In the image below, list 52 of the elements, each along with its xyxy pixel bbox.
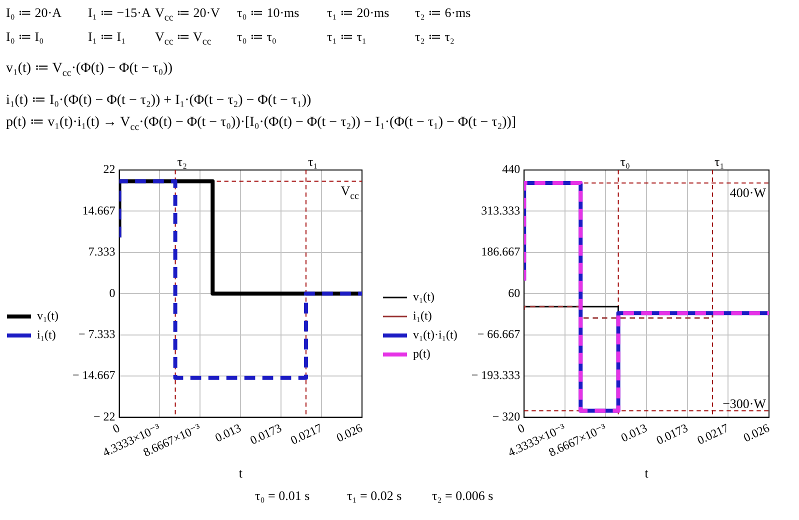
y-tick-label: 14.667	[82, 203, 116, 218]
text: V$_{cc}$ ≔ V$_{cc}$	[155, 29, 212, 48]
text: τ₁ = 0.02 s	[347, 488, 402, 504]
text: i₁(t) ≔ I₀·(Φ(t) − Φ(t − τ₂)) + I₁·(Φ(t − τ₂) − Φ(t − τ₁))	[6, 93, 312, 109]
y-tick-label: 440	[502, 162, 520, 176]
text: I₀ ≔ I₀	[6, 29, 44, 45]
x-tick-label: 0.026	[334, 420, 365, 445]
text: τ₀ ≔ 10·ms	[237, 5, 300, 21]
ref-line-label: τ₀	[620, 154, 630, 169]
text: τ₀ ≔ τ₀	[237, 29, 276, 45]
legend-label: i₁(t)	[413, 308, 432, 323]
text: I₁ ≔ I₁	[88, 29, 126, 45]
y-tick-label: − 66.667	[477, 327, 520, 342]
ref-line-label: 400·W	[730, 185, 767, 200]
y-tick-label: − 193.333	[471, 368, 520, 382]
x-tick-label: 0.013	[618, 420, 650, 445]
text: I₁ ≔ −15·A	[88, 5, 151, 21]
legend-label: v₁(t)·i₁(t)	[413, 328, 458, 342]
y-tick-label: 60	[508, 286, 520, 300]
text: p(t) ≔ v₁(t)·i₁(t) → V$_{cc}$·(Φ(t) − Φ(t − τ₀))·[I₀·(Φ(t) − Φ(t − τ₂)) − I₁·(Φ(t − τ₁) − Φ(t − τ₂))]	[6, 115, 516, 133]
ref-line-label: τ₁	[308, 154, 318, 169]
x-axis-title: t	[238, 466, 243, 481]
text: τ₁ ≔ 20·ms	[327, 5, 390, 21]
text: V$_{cc}$ ≔ 20·V	[155, 5, 220, 24]
x-tick-label: 0.0173	[654, 420, 690, 448]
text: τ₁ ≔ τ₁	[327, 29, 366, 45]
y-tick-label: 313.333	[481, 203, 520, 218]
x-tick-label: 0.0173	[248, 420, 284, 448]
x-tick-label: 0.026	[741, 420, 772, 445]
ref-line-label: τ₂	[177, 154, 188, 169]
text: τ₂ ≔ τ₂	[415, 29, 454, 45]
legend-label: p(t)	[413, 346, 430, 361]
text: τ₀ = 0.01 s	[255, 488, 310, 504]
y-tick-label: − 320	[492, 409, 520, 424]
y-tick-label: 7.333	[88, 244, 116, 259]
ref-line-label: −300·W	[722, 396, 767, 411]
text: I₀ ≔ 20·A	[6, 5, 62, 21]
y-tick-label: 0	[109, 286, 116, 300]
text: τ₂ ≔ 6·ms	[415, 5, 471, 21]
legend-label: v₁(t)	[37, 308, 59, 323]
legend-label: v₁(t)	[413, 290, 435, 304]
y-tick-label: 186.667	[481, 244, 520, 259]
legend-label: i₁(t)	[37, 328, 56, 342]
text: τ₂ = 0.006 s	[432, 488, 494, 504]
y-tick-label: − 14.667	[72, 368, 116, 382]
x-tick-label: 0.013	[212, 420, 244, 445]
y-tick-label: − 22	[93, 409, 116, 424]
y-tick-label: 22	[103, 162, 116, 176]
text: v₁(t) ≔ V$_{cc}$·(Φ(t) − Φ(t − τ₀))	[6, 61, 172, 79]
ref-line-label: τ₁	[714, 154, 724, 169]
y-tick-label: − 7.333	[78, 327, 116, 342]
x-axis-title: t	[644, 466, 649, 481]
